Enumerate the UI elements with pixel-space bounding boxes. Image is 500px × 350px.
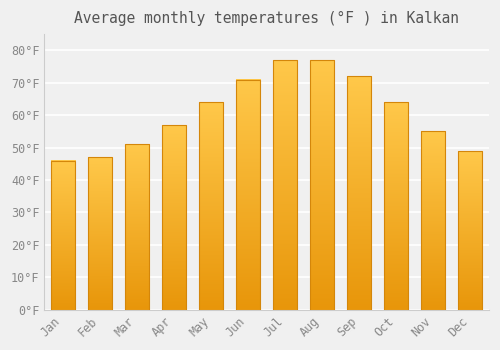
Bar (273, 60, 297, 310)
Title: Average monthly temperatures (°F ) in Kalkan: Average monthly temperatures (°F ) in Ka… (74, 11, 459, 26)
Bar (422, 132, 446, 310)
Bar (125, 145, 149, 310)
Bar (199, 102, 223, 310)
Bar (162, 125, 186, 310)
Bar (384, 102, 408, 310)
Bar (88, 158, 112, 310)
Bar (458, 151, 482, 310)
Bar (347, 76, 372, 310)
Bar (51, 161, 75, 310)
Bar (310, 60, 334, 310)
Bar (236, 79, 260, 310)
